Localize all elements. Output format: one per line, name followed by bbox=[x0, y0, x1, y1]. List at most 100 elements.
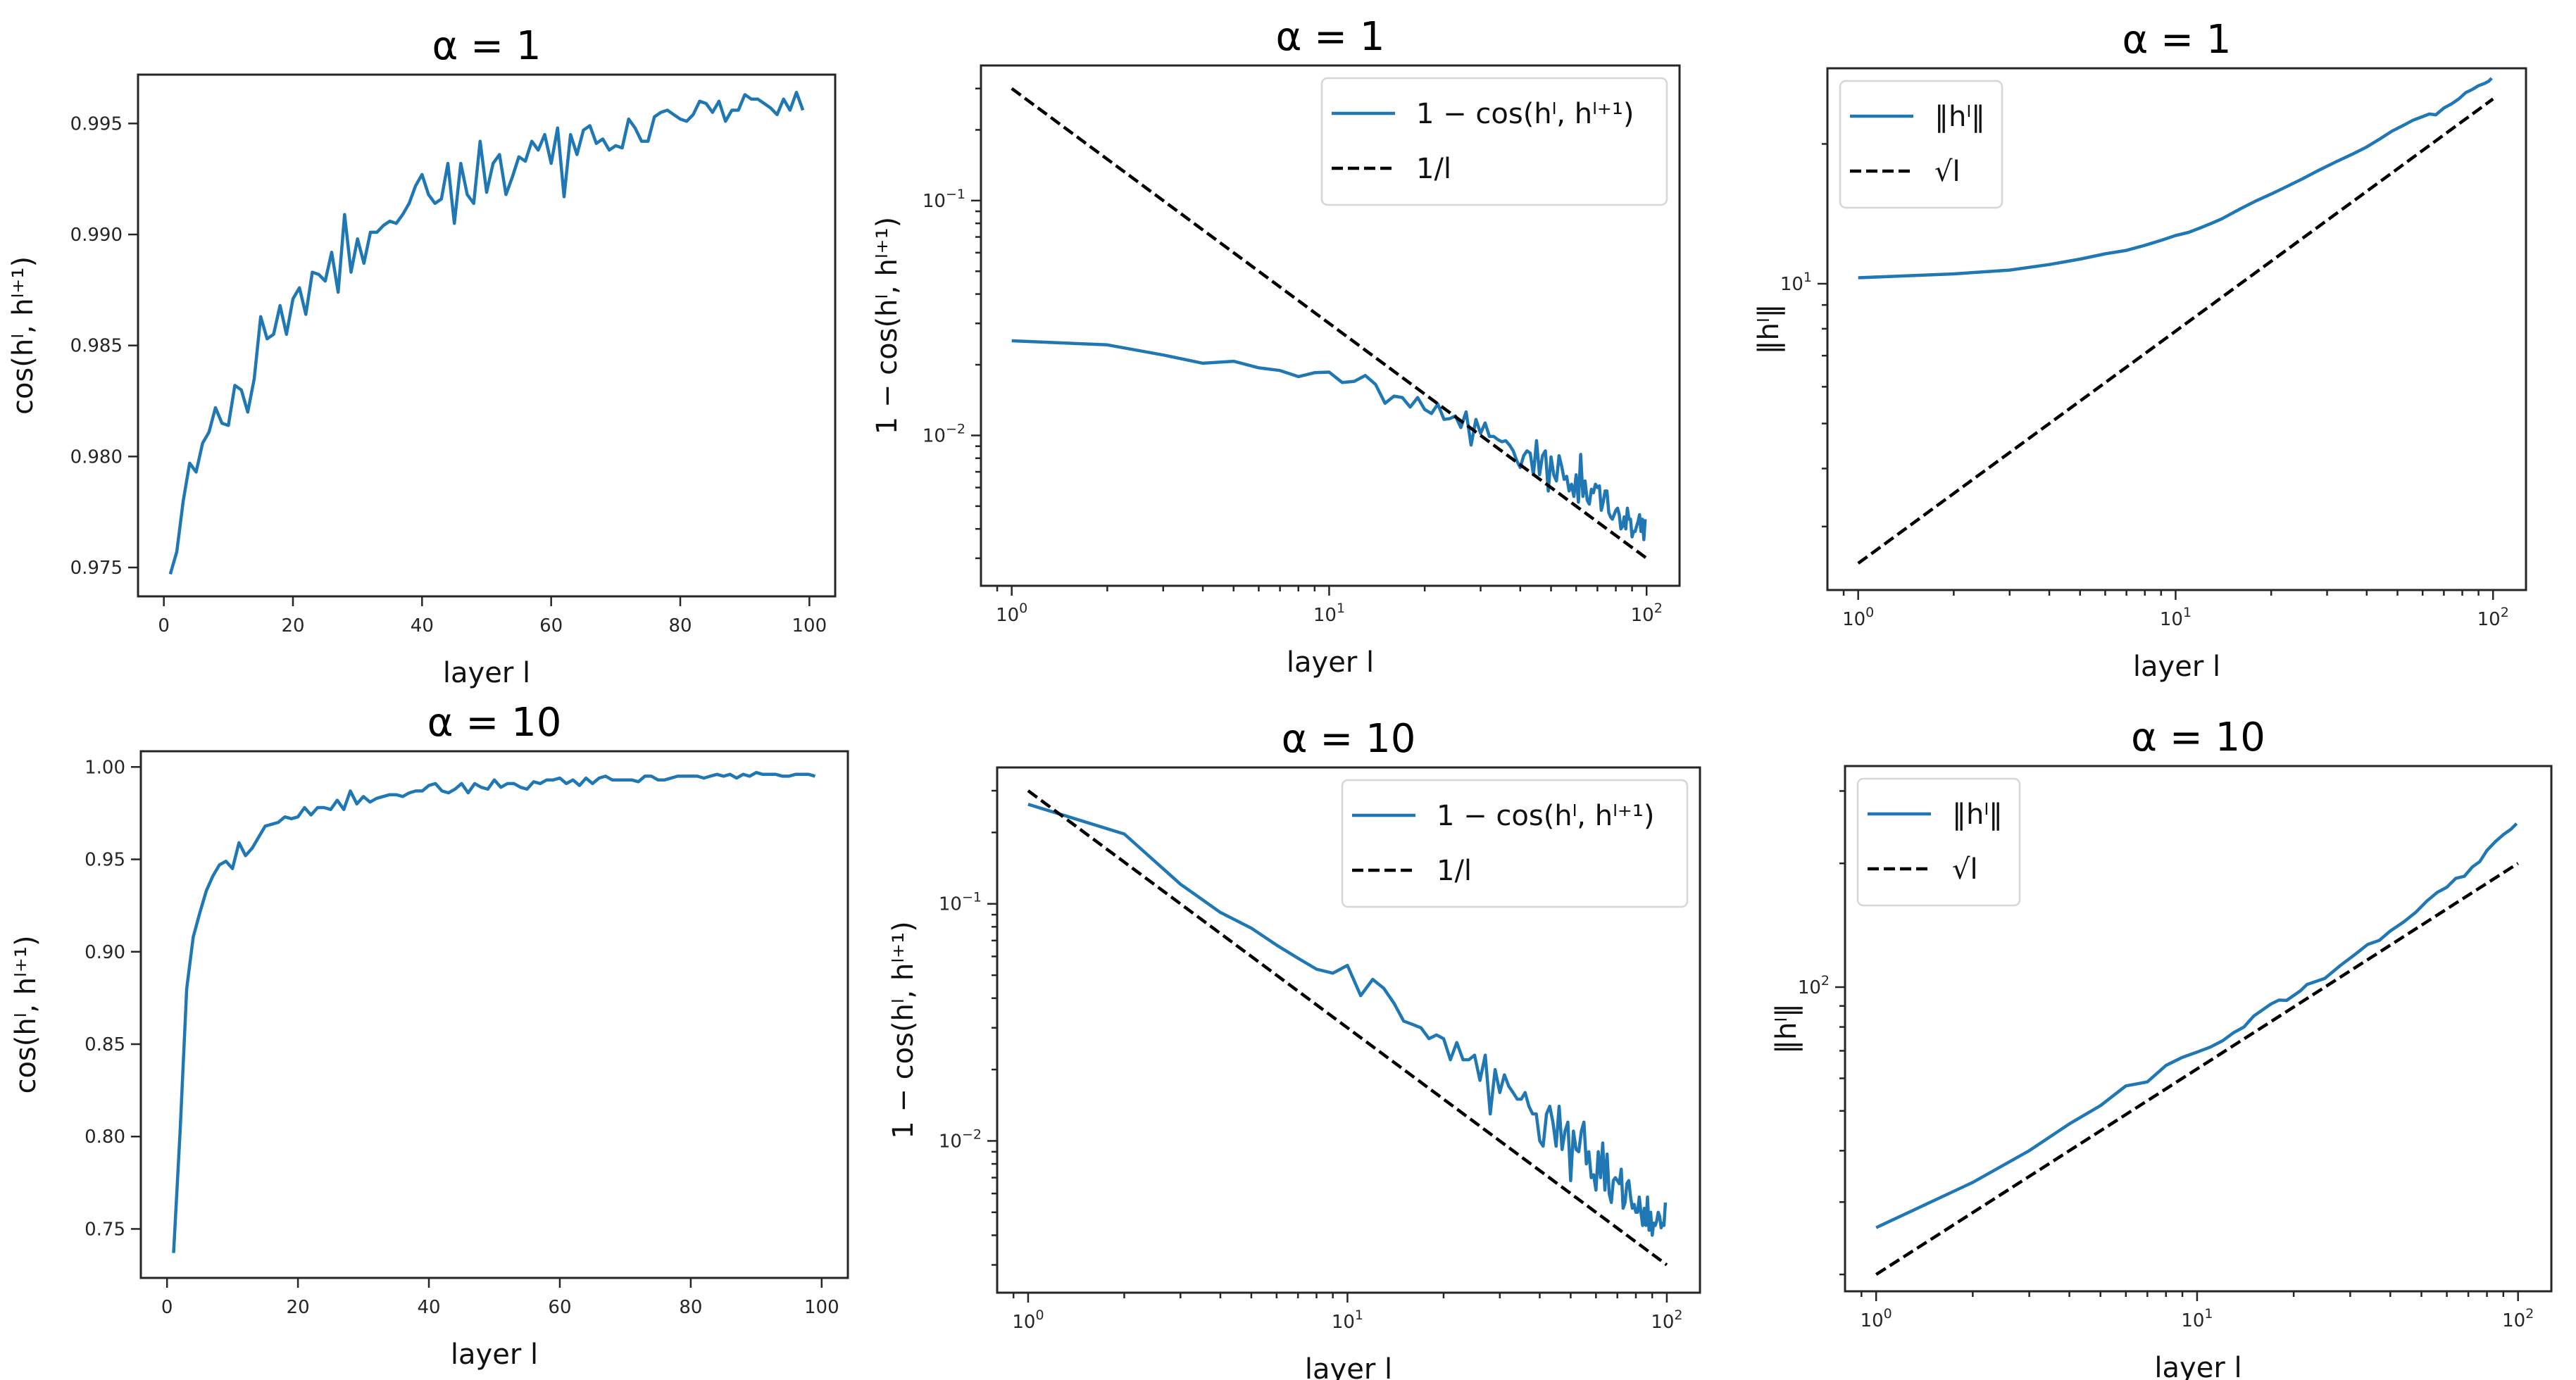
y-tick-label: 0.985 bbox=[70, 336, 123, 357]
y-tick-label: 0.995 bbox=[70, 113, 123, 134]
panel-cos-alpha10: α = 10 layer l cos(hˡ, hˡ⁺¹) 0 20 40 60 80 100 0.… bbox=[10, 700, 849, 1371]
legend: 1 − cos(hˡ, hˡ⁺¹) 1/l bbox=[1341, 779, 1689, 908]
axes-frame bbox=[980, 64, 1681, 587]
plot-area bbox=[172, 770, 816, 1253]
panel-norm-alpha10: α = 10 layer l ‖hˡ‖ 100 101 102 102 ‖hˡ‖ √l bbox=[1770, 715, 2553, 1380]
x-tick-label: 101 bbox=[1313, 601, 1345, 626]
plot-area bbox=[1011, 87, 1648, 560]
data-line bbox=[1027, 803, 1668, 1237]
y-tick-label: 10−2 bbox=[939, 1127, 982, 1152]
data-line bbox=[168, 90, 805, 575]
plot-area bbox=[1027, 789, 1668, 1267]
x-tick-label: 60 bbox=[548, 1297, 571, 1318]
legend: ‖hˡ‖ √l bbox=[1856, 777, 2021, 907]
reference-line bbox=[1011, 87, 1648, 560]
data-line bbox=[1875, 822, 2518, 1229]
legend-box bbox=[1856, 777, 2021, 907]
x-axis-label: layer l bbox=[1287, 646, 1374, 679]
y-tick-label: 0.95 bbox=[85, 850, 125, 871]
data-line bbox=[1011, 339, 1647, 541]
chart-title: α = 1 bbox=[432, 23, 541, 69]
y-tick-label: 0.980 bbox=[70, 446, 123, 468]
x-tick-label: 40 bbox=[411, 615, 434, 636]
plot-area bbox=[168, 90, 805, 575]
panel-one-minus-cos-alpha10: α = 10 layer l 1 − cos(hˡ, hˡ⁺¹) 100 101 102 1… bbox=[887, 716, 1701, 1380]
axes-frame bbox=[137, 73, 837, 598]
y-tick-label: 1.00 bbox=[85, 757, 125, 778]
plot-area bbox=[1857, 77, 2494, 565]
legend-label: 1 − cos(hˡ, hˡ⁺¹) bbox=[1416, 98, 1634, 130]
legend-label: 1/l bbox=[1416, 153, 1451, 185]
y-axis-label: cos(hˡ, hˡ⁺¹) bbox=[10, 935, 42, 1093]
x-tick-label: 100 bbox=[996, 601, 1027, 626]
y-axis-label: 1 − cos(hˡ, hˡ⁺¹) bbox=[887, 921, 920, 1138]
legend-label: √l bbox=[1952, 853, 1978, 886]
x-tick-label: 102 bbox=[2477, 605, 2509, 630]
data-line bbox=[172, 770, 816, 1253]
reference-line bbox=[1027, 789, 1668, 1267]
y-tick-label: 0.85 bbox=[85, 1034, 125, 1055]
x-tick-label: 101 bbox=[2160, 605, 2192, 630]
panel-cos-alpha1: α = 1 layer l cos(hˡ, hˡ⁺¹) 0 20 40 60 80 100 0.9… bbox=[7, 23, 837, 689]
chart-title: α = 10 bbox=[1282, 716, 1416, 762]
x-tick-label: 40 bbox=[417, 1297, 440, 1318]
x-axis-label: layer l bbox=[2133, 651, 2220, 683]
x-tick-label: 100 bbox=[792, 615, 827, 636]
y-tick-label: 0.975 bbox=[70, 558, 123, 579]
axes-frame bbox=[996, 766, 1701, 1294]
x-tick-label: 100 bbox=[1842, 605, 1874, 630]
chart-title: α = 10 bbox=[2131, 715, 2265, 760]
legend: 1 − cos(hˡ, hˡ⁺¹) 1/l bbox=[1320, 77, 1668, 206]
x-tick-label: 60 bbox=[539, 615, 563, 636]
legend: ‖hˡ‖ √l bbox=[1839, 80, 2003, 209]
legend-label: 1 − cos(hˡ, hˡ⁺¹) bbox=[1437, 800, 1654, 832]
x-tick-label: 0 bbox=[161, 1297, 173, 1318]
legend-label: √l bbox=[1934, 156, 1961, 188]
y-tick-label: 10−1 bbox=[939, 890, 982, 915]
chart-title: α = 10 bbox=[427, 700, 562, 746]
y-tick-label: 0.75 bbox=[85, 1219, 125, 1240]
x-tick-label: 100 bbox=[804, 1297, 839, 1318]
x-tick-label: 20 bbox=[281, 615, 304, 636]
x-tick-label: 102 bbox=[1631, 601, 1663, 626]
x-axis-label: layer l bbox=[443, 657, 530, 689]
legend-label: 1/l bbox=[1437, 855, 1472, 887]
y-tick-label: 0.80 bbox=[85, 1127, 125, 1148]
y-axis-label: ‖hˡ‖ bbox=[1753, 304, 1785, 355]
legend-label: ‖hˡ‖ bbox=[1934, 101, 1985, 133]
x-axis-label: layer l bbox=[451, 1338, 538, 1371]
x-axis-label: layer l bbox=[1305, 1353, 1392, 1380]
x-tick-label: 102 bbox=[1651, 1307, 1682, 1333]
chart-title: α = 1 bbox=[1275, 14, 1384, 60]
y-tick-label: 0.990 bbox=[70, 225, 123, 246]
reference-line bbox=[1875, 862, 2519, 1276]
y-tick-label: 10−1 bbox=[923, 187, 965, 212]
x-tick-label: 100 bbox=[1861, 1306, 1892, 1331]
y-axis-label: 1 − cos(hˡ, hˡ⁺¹) bbox=[871, 217, 904, 434]
chart-title: α = 1 bbox=[2122, 17, 2231, 63]
y-axis-label: cos(hˡ, hˡ⁺¹) bbox=[7, 256, 39, 415]
reference-line bbox=[1857, 97, 2494, 565]
legend-label: ‖hˡ‖ bbox=[1952, 798, 2003, 831]
x-tick-label: 102 bbox=[2502, 1306, 2534, 1331]
panel-norm-alpha1: α = 1 layer l ‖hˡ‖ 100 101 102 101 ‖hˡ‖ √l bbox=[1753, 17, 2527, 683]
x-tick-label: 0 bbox=[158, 615, 170, 636]
legend-box bbox=[1341, 779, 1689, 908]
y-axis-label: ‖hˡ‖ bbox=[1770, 1003, 1803, 1054]
x-tick-label: 100 bbox=[1012, 1307, 1044, 1333]
y-tick-label: 0.90 bbox=[85, 942, 125, 963]
legend-box bbox=[1839, 80, 2003, 209]
axes-frame bbox=[1826, 67, 2527, 591]
x-tick-label: 20 bbox=[287, 1297, 310, 1318]
axes-frame bbox=[139, 750, 849, 1279]
data-line bbox=[1858, 77, 2493, 280]
legend-box bbox=[1320, 77, 1668, 206]
axes-frame bbox=[1844, 765, 2553, 1293]
y-tick-label: 102 bbox=[1798, 973, 1830, 998]
y-tick-label: 101 bbox=[1780, 270, 1812, 295]
x-tick-label: 80 bbox=[668, 615, 692, 636]
plot-area bbox=[1875, 822, 2519, 1276]
x-tick-label: 101 bbox=[1332, 1307, 1363, 1333]
x-tick-label: 80 bbox=[679, 1297, 702, 1318]
